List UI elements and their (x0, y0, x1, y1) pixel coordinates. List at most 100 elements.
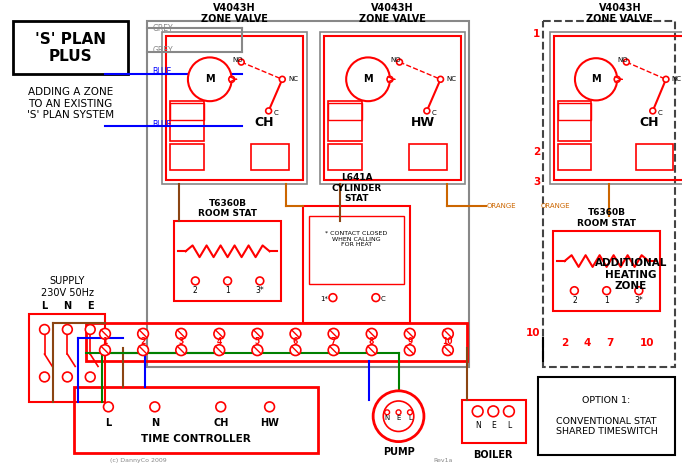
Bar (174, 221, 282, 301)
Text: 9: 9 (407, 337, 413, 346)
Text: NO: NO (232, 57, 243, 63)
Text: BOILER: BOILER (473, 450, 513, 461)
Circle shape (614, 76, 620, 82)
Circle shape (86, 325, 95, 334)
Circle shape (424, 108, 430, 114)
Circle shape (265, 402, 275, 412)
Text: 'S' PLAN
PLUS: 'S' PLAN PLUS (34, 32, 106, 64)
Circle shape (256, 277, 264, 285)
Circle shape (39, 325, 50, 334)
Text: SUPPLY
230V 50Hz: SUPPLY 230V 50Hz (41, 277, 94, 298)
Circle shape (104, 402, 113, 412)
Circle shape (138, 345, 148, 356)
Text: ADDING A ZONE
TO AN EXISTING
'S' PLAN SYSTEM: ADDING A ZONE TO AN EXISTING 'S' PLAN SY… (27, 87, 114, 120)
Text: L: L (506, 422, 511, 431)
Circle shape (504, 406, 514, 417)
Circle shape (176, 329, 186, 339)
Text: 3*: 3* (255, 286, 264, 295)
Circle shape (328, 329, 339, 339)
Text: NO: NO (391, 57, 401, 63)
Text: N: N (150, 418, 159, 429)
Circle shape (384, 401, 414, 431)
Circle shape (624, 59, 629, 65)
Circle shape (571, 287, 578, 294)
Text: E: E (396, 415, 401, 421)
Text: BLUE: BLUE (152, 67, 172, 76)
Circle shape (373, 391, 424, 442)
Circle shape (216, 402, 226, 412)
Circle shape (188, 58, 232, 101)
Circle shape (650, 108, 656, 114)
Circle shape (442, 329, 453, 339)
Text: 3: 3 (179, 337, 184, 346)
Text: 2: 2 (561, 338, 569, 348)
Bar (75, 387, 318, 453)
Bar (162, 32, 307, 184)
Circle shape (328, 345, 339, 356)
Bar (303, 206, 411, 323)
Text: CH: CH (213, 418, 228, 429)
Text: HW: HW (411, 116, 435, 129)
Circle shape (290, 329, 301, 339)
Circle shape (86, 372, 95, 382)
Bar (308, 216, 404, 284)
Text: V4043H
ZONE VALVE: V4043H ZONE VALVE (586, 3, 653, 24)
Circle shape (663, 76, 669, 82)
Bar (543, 21, 675, 367)
Text: T6360B
ROOM STAT: T6360B ROOM STAT (577, 208, 636, 228)
Bar (328, 101, 362, 141)
Text: 2: 2 (572, 296, 577, 305)
Text: 2: 2 (533, 147, 540, 157)
Text: 10: 10 (526, 328, 540, 338)
Bar (324, 36, 461, 180)
Text: C: C (273, 110, 278, 116)
Circle shape (191, 277, 199, 285)
Text: L: L (41, 301, 48, 311)
Bar (558, 144, 591, 170)
Text: PUMP: PUMP (383, 446, 415, 456)
Circle shape (329, 294, 337, 301)
Bar (320, 32, 465, 184)
Text: ORANGE: ORANGE (540, 203, 570, 209)
Bar (166, 36, 303, 180)
Text: (c) DannyCo 2009: (c) DannyCo 2009 (110, 458, 167, 463)
Circle shape (488, 406, 499, 417)
Text: M: M (591, 74, 601, 84)
Bar (554, 36, 686, 180)
Circle shape (346, 58, 390, 101)
Circle shape (396, 410, 401, 415)
Circle shape (384, 410, 390, 415)
Bar (170, 101, 204, 141)
Text: C: C (381, 296, 386, 301)
Text: 3*: 3* (635, 296, 643, 305)
Text: C: C (658, 110, 662, 116)
Bar (558, 101, 591, 141)
Circle shape (150, 402, 159, 412)
Circle shape (442, 345, 453, 356)
Text: 7: 7 (606, 338, 613, 348)
Circle shape (279, 76, 285, 82)
Text: 2: 2 (141, 337, 146, 346)
Text: 4: 4 (217, 337, 222, 346)
Text: 1: 1 (225, 286, 230, 295)
Text: 10: 10 (640, 338, 654, 348)
Circle shape (252, 329, 263, 339)
Bar (558, 103, 591, 120)
Circle shape (387, 76, 393, 82)
Text: HW: HW (260, 418, 279, 429)
Bar (251, 144, 289, 170)
Text: 10: 10 (442, 337, 453, 346)
Text: M: M (205, 74, 215, 84)
Bar (170, 103, 204, 120)
Text: 1: 1 (604, 296, 609, 305)
Bar (170, 144, 204, 170)
Circle shape (214, 345, 225, 356)
Text: 8: 8 (369, 337, 375, 346)
Bar (553, 231, 660, 311)
Bar (328, 103, 362, 120)
Text: NO: NO (617, 57, 628, 63)
Circle shape (238, 59, 244, 65)
Circle shape (224, 277, 231, 285)
Circle shape (437, 76, 444, 82)
Text: 1: 1 (102, 337, 108, 346)
